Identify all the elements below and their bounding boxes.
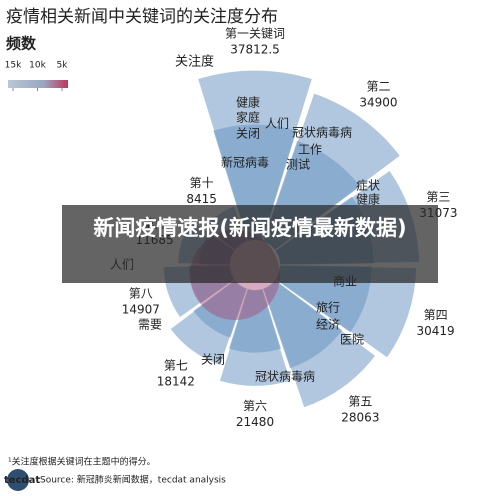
keyword: 人们 <box>265 116 289 131</box>
logo: tecdat <box>4 475 40 486</box>
keyword: 健康 <box>236 95 260 110</box>
category-label: 第四 <box>424 308 448 322</box>
legend-title: 频数 <box>6 35 37 53</box>
value-label: 14907 <box>122 303 160 317</box>
axis-label: 关注度 <box>175 54 214 70</box>
sector-core <box>193 279 247 338</box>
keyword: 测试 <box>286 157 310 172</box>
sector-core <box>213 124 297 242</box>
chart-title: 疫情相关新闻中关键词的关注度分布 <box>6 7 278 27</box>
keyword: 关闭 <box>201 353 225 367</box>
value-label: 30419 <box>416 324 454 338</box>
legend-tick-label: 10k <box>29 61 46 71</box>
keyword: 需要 <box>138 318 162 332</box>
value-label: 21480 <box>236 415 274 429</box>
keyword: 新冠病毒 <box>221 155 269 170</box>
category-label: 第八 <box>129 287 153 301</box>
value-label: 28063 <box>341 411 379 425</box>
category-label: 第十 <box>190 176 214 190</box>
logo-badge <box>7 469 29 491</box>
legend-tick-label: 5k <box>57 61 69 71</box>
sector-core <box>263 279 343 369</box>
value-label: 37812.5 <box>230 42 280 56</box>
keyword: 症状 <box>356 178 380 193</box>
keyword: 旅行 <box>316 301 340 315</box>
sector-core <box>229 288 281 353</box>
category-label: 第一关键词 <box>225 26 285 40</box>
overlay-banner: 新闻疫情速报(新闻疫情最新数据) <box>62 205 438 283</box>
keyword: 关闭 <box>236 127 260 141</box>
keyword: 医院 <box>340 333 364 347</box>
keyword: 工作 <box>298 143 322 157</box>
category-label: 第三 <box>426 190 450 204</box>
keyword: 健康 <box>356 192 380 207</box>
category-label: 第六 <box>243 399 267 413</box>
category-label: 第二 <box>366 80 390 94</box>
category-label: 第七 <box>164 358 188 372</box>
footnote: ¹关注度根据关键词在主题中的得分。 <box>8 456 156 468</box>
category-label: 第五 <box>348 395 372 409</box>
keyword: 家庭 <box>236 110 260 125</box>
value-label: 18142 <box>157 374 195 388</box>
value-label: 34900 <box>359 96 397 110</box>
keyword: 经济 <box>316 317 340 332</box>
value-label: 8415 <box>186 192 217 206</box>
legend-gradient <box>8 80 68 88</box>
source: Source: 新冠肺炎新闻数据，tecdat analysis <box>40 474 226 486</box>
keyword: 冠状病毒病 <box>255 369 315 384</box>
keyword: 冠状病毒病 <box>292 125 352 140</box>
legend-tick-label: 15k <box>5 61 22 71</box>
